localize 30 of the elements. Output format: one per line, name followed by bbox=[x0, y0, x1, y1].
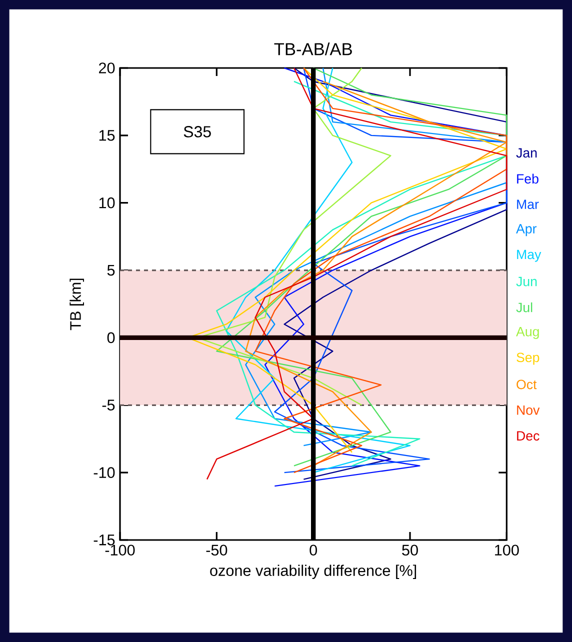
x-tick-label: -50 bbox=[206, 544, 228, 556]
text: Dec bbox=[517, 431, 540, 441]
series-label: Jan bbox=[516, 148, 537, 158]
text: Apr bbox=[516, 224, 537, 236]
text: Aug bbox=[516, 327, 539, 339]
text: May bbox=[517, 250, 542, 262]
annotation: S35 bbox=[184, 126, 211, 138]
text: Oct bbox=[516, 380, 537, 390]
chart-title: TB-AB/AB bbox=[274, 42, 352, 56]
x-axis-title: ozone variability difference [%] bbox=[210, 564, 416, 580]
line-series bbox=[226, 67, 411, 474]
text: Sep bbox=[516, 352, 540, 365]
y-tick-label: 15 bbox=[99, 130, 115, 141]
x-tick-label: -100 bbox=[105, 544, 135, 556]
y-tick-label: -10 bbox=[94, 467, 115, 478]
x-tick-label: 0 bbox=[310, 544, 317, 556]
series-label: Mar bbox=[517, 200, 539, 210]
y-tick-label: -5 bbox=[102, 400, 115, 410]
x-tick-label: 100 bbox=[495, 544, 519, 556]
y-axis-title: TB [km] bbox=[70, 278, 84, 330]
text: Nov bbox=[517, 406, 540, 415]
y-tick-label: 5 bbox=[107, 264, 115, 276]
y-tick-label: -15 bbox=[94, 534, 115, 546]
text: Jul bbox=[516, 302, 532, 312]
series-label: Feb bbox=[517, 174, 538, 184]
y-tick-label: 20 bbox=[99, 62, 115, 74]
y-tick-label: 0 bbox=[107, 332, 115, 344]
text: Jun bbox=[516, 276, 537, 286]
x-tick-label: 50 bbox=[402, 544, 418, 556]
y-tick-label: 10 bbox=[99, 197, 115, 208]
